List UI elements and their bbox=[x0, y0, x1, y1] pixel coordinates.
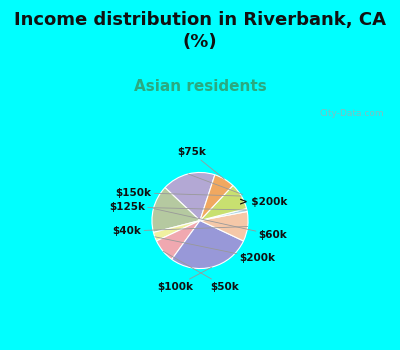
Text: $150k: $150k bbox=[116, 188, 241, 198]
Wedge shape bbox=[200, 175, 233, 220]
Wedge shape bbox=[165, 173, 215, 220]
Text: > $200k: > $200k bbox=[188, 174, 288, 207]
Wedge shape bbox=[200, 209, 247, 220]
Text: City-Data.com: City-Data.com bbox=[320, 109, 384, 118]
Text: Asian residents: Asian residents bbox=[134, 79, 266, 94]
Wedge shape bbox=[200, 211, 248, 241]
Text: $200k: $200k bbox=[155, 237, 276, 263]
Text: $75k: $75k bbox=[177, 147, 224, 179]
Wedge shape bbox=[172, 220, 244, 268]
Text: $100k: $100k bbox=[157, 267, 212, 292]
Wedge shape bbox=[154, 220, 200, 241]
Text: $125k: $125k bbox=[109, 202, 247, 212]
Text: Income distribution in Riverbank, CA
(%): Income distribution in Riverbank, CA (%) bbox=[14, 10, 386, 51]
Wedge shape bbox=[200, 186, 246, 220]
Text: $60k: $60k bbox=[154, 209, 288, 240]
Wedge shape bbox=[156, 220, 200, 259]
Text: $50k: $50k bbox=[163, 251, 239, 292]
Wedge shape bbox=[152, 188, 200, 232]
Text: $40k: $40k bbox=[112, 226, 248, 236]
